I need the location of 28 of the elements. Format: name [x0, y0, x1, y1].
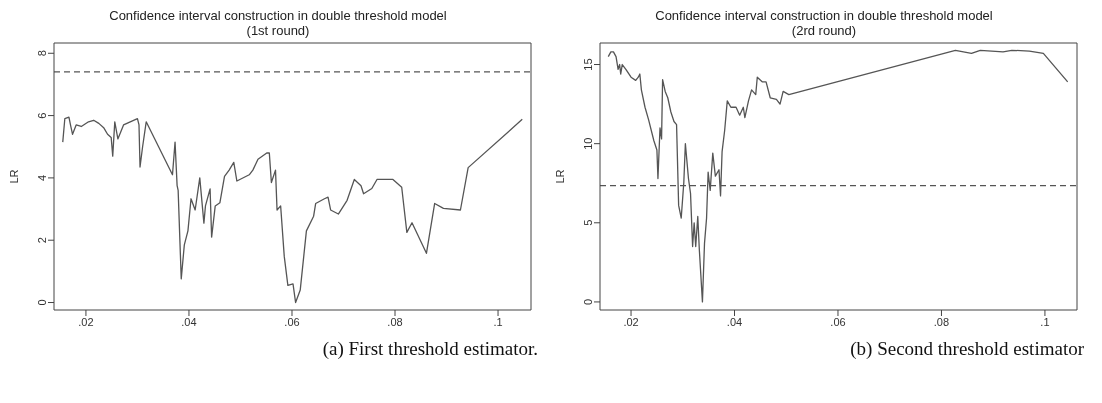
chart-title: Confidence interval construction in double threshold model [654, 8, 994, 23]
x-tick-label: .02 [623, 315, 639, 328]
y-axis-title: LR [553, 169, 566, 184]
x-tick-label: .06 [284, 315, 300, 328]
x-tick-label: .1 [1040, 315, 1050, 328]
x-tick-label: .1 [493, 315, 503, 328]
y-tick-label: 4 [35, 174, 48, 181]
y-tick-label: 2 [35, 237, 48, 244]
text: (a) First threshold estimator. [321, 338, 539, 360]
y-tick-label: 6 [35, 112, 48, 119]
x-tick-label: .04 [726, 315, 743, 328]
x-tick-label: .08 [387, 315, 403, 328]
y-tick-label: 15 [581, 58, 594, 71]
y-tick-label: 10 [581, 137, 594, 150]
chart-subtitle: (1st round) [245, 23, 311, 38]
y-tick-label: 5 [581, 219, 594, 226]
x-tick-label: .04 [181, 315, 197, 328]
x-tick-label: .06 [830, 315, 846, 328]
y-axis-title: LR [7, 169, 20, 184]
line-series [62, 116, 523, 304]
x-tick-label: .02 [78, 315, 94, 328]
chart-subtitle: (2rd round) [790, 23, 858, 38]
y-tick-label: 0 [35, 299, 48, 306]
text: (b) Second threshold estimator [849, 338, 1085, 360]
x-tick-label: .08 [933, 315, 950, 328]
y-tick-label: 8 [35, 50, 48, 57]
y-tick-label: 0 [581, 298, 594, 305]
chart-title: Confidence interval construction in double threshold model [108, 8, 448, 23]
